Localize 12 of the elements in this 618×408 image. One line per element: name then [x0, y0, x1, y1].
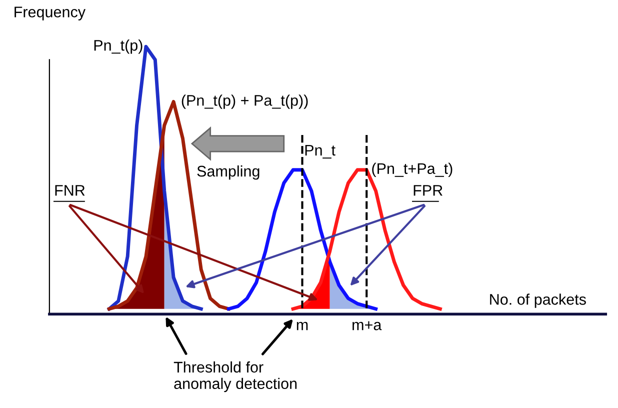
annotation: FNR	[55, 185, 85, 196]
series-label: (Pn_t+Pa_t)	[372, 162, 452, 178]
annotation: Sampling	[197, 165, 260, 180]
x-axis-title: No. of packets	[490, 294, 586, 308]
y-axis-title: Frequency	[14, 6, 86, 20]
x-tick-label: m+a	[352, 321, 382, 330]
series-label: Pn_t(p)	[94, 40, 142, 54]
series-label: Pn_t	[305, 144, 336, 159]
x-tick-label: m	[296, 322, 308, 330]
text: Threshold for anomaly detection	[174, 361, 297, 392]
annotation: FPR	[414, 185, 442, 196]
series-label: (Pn_t(p) + Pa_t(p))	[182, 94, 308, 109]
